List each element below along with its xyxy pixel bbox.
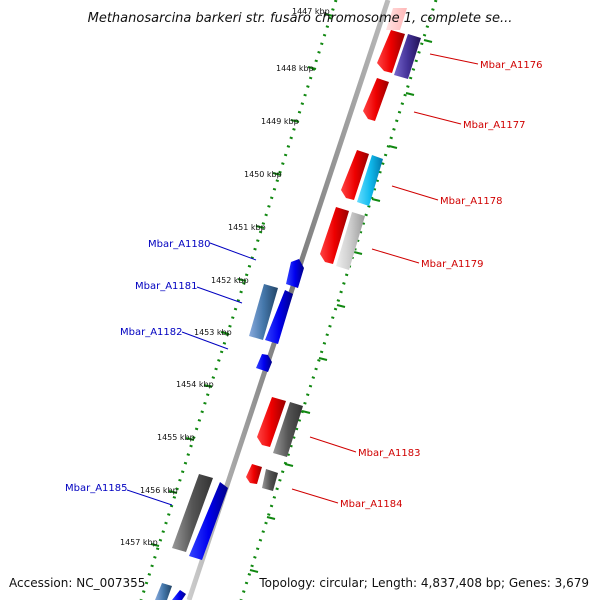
gene-label-mbar-a1183[interactable]: Mbar_A1183 bbox=[358, 448, 421, 459]
gene-arrow-mbar-a1183[interactable] bbox=[257, 397, 286, 447]
accession-text: Accession: NC_007355 bbox=[9, 576, 145, 590]
forward-tick-ring bbox=[239, 0, 438, 600]
reverse-genes bbox=[155, 259, 304, 600]
gene-arrow-mbar-a1176[interactable] bbox=[377, 30, 405, 73]
gene-arrow-bottom-1[interactable] bbox=[155, 583, 172, 600]
gene-arrow-mbar-a1179[interactable] bbox=[320, 207, 349, 264]
gene-label-mbar-a1177[interactable]: Mbar_A1177 bbox=[463, 120, 526, 131]
gene-label-mbar-a1179[interactable]: Mbar_A1179 bbox=[421, 259, 484, 270]
gene-arrow-bottom-2[interactable] bbox=[172, 590, 186, 600]
forward-label-lines bbox=[291, 53, 479, 504]
gene-arrow-mbar-a1177[interactable] bbox=[363, 78, 389, 121]
gene-arrow-mbar-a1184[interactable] bbox=[246, 464, 262, 484]
tick-label: 1455 kbp bbox=[157, 433, 195, 442]
topology-text: Topology: circular; Length: 4,837,408 bp… bbox=[258, 576, 589, 590]
forward-genes bbox=[246, 8, 421, 491]
gene-arrow-mbar-a1183-partner[interactable] bbox=[273, 402, 303, 457]
reverse-tick-ring bbox=[139, 0, 338, 600]
gene-label-mbar-a1180[interactable]: Mbar_A1180 bbox=[148, 239, 211, 250]
gene-label-mbar-a1181[interactable]: Mbar_A1181 bbox=[135, 281, 198, 292]
tick-label: 1447 kbp bbox=[292, 7, 330, 16]
tick-label: 1452 kbp bbox=[211, 276, 249, 285]
page-title: Methanosarcina barkeri str. fusaro chrom… bbox=[88, 11, 513, 26]
tick-label: 1450 kbp bbox=[244, 170, 282, 179]
tick-label: 1457 kbp bbox=[120, 538, 158, 547]
gene-arrow-mbar-a1180[interactable] bbox=[286, 259, 304, 288]
gene-label-mbar-a1182[interactable]: Mbar_A1182 bbox=[120, 327, 183, 338]
tick-label: 1449 kbp bbox=[261, 117, 299, 126]
gene-arrow-mbar-a1182[interactable] bbox=[256, 354, 272, 372]
tick-marks bbox=[150, 13, 433, 573]
gene-label-mbar-a1176[interactable]: Mbar_A1176 bbox=[480, 60, 543, 71]
gene-arrow-mbar-a1185[interactable] bbox=[172, 474, 213, 552]
tick-label: 1456 kbp bbox=[140, 486, 178, 495]
tick-label: 1448 kbp bbox=[276, 64, 314, 73]
tick-label: 1453 kbp bbox=[194, 328, 232, 337]
gene-label-mbar-a1178[interactable]: Mbar_A1178 bbox=[440, 196, 503, 207]
gene-arrow-mbar-a1181-partner[interactable] bbox=[265, 290, 293, 344]
reverse-label-lines bbox=[126, 242, 257, 506]
gene-arrow-mbar-a1176-partner[interactable] bbox=[394, 34, 421, 79]
gene-arrow-mbar-a1178[interactable] bbox=[341, 150, 369, 200]
gene-label-mbar-a1185[interactable]: Mbar_A1185 bbox=[65, 483, 128, 494]
gene-arrow-mbar-a1181[interactable] bbox=[249, 284, 278, 340]
gene-arrow-mbar-a1176-faded[interactable] bbox=[386, 8, 407, 30]
tick-label: 1454 kbp bbox=[176, 380, 214, 389]
gene-arrow-mbar-a1178-partner[interactable] bbox=[357, 155, 383, 206]
gene-arrow-mbar-a1184-partner[interactable] bbox=[262, 469, 278, 491]
gene-arrow-mbar-a1179-partner[interactable] bbox=[336, 212, 365, 270]
gene-label-mbar-a1184[interactable]: Mbar_A1184 bbox=[340, 499, 403, 510]
gene-arrow-mbar-a1185-partner[interactable] bbox=[189, 482, 228, 560]
tick-label: 1451 kbp bbox=[228, 223, 266, 232]
